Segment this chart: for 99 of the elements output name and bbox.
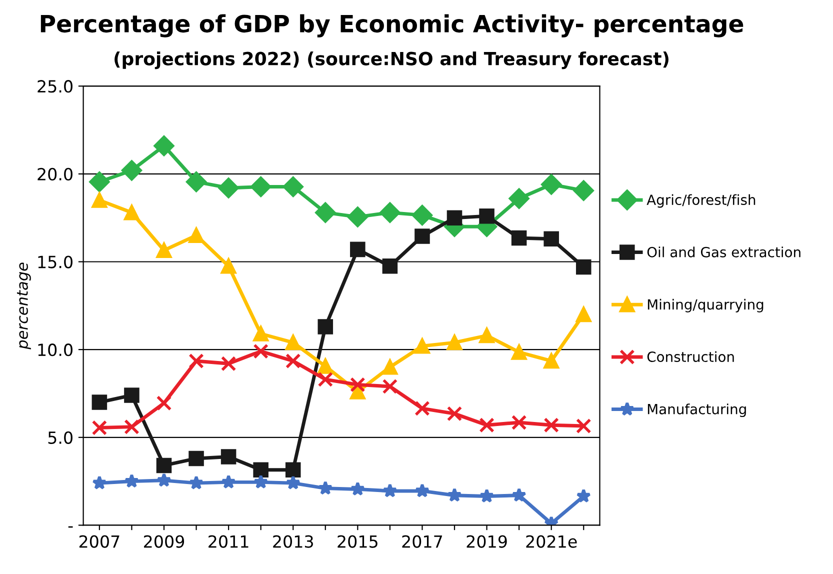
point [350, 242, 366, 258]
legend-label: Construction [647, 351, 734, 362]
point [253, 344, 268, 359]
point [541, 174, 562, 195]
point [188, 228, 204, 244]
y-tick-label: 5.0 [48, 431, 72, 444]
point [253, 462, 268, 478]
point [350, 377, 366, 392]
point [250, 176, 272, 197]
y-tick-label: 15.0 [38, 256, 72, 268]
point [446, 334, 462, 350]
point [382, 359, 398, 375]
point [511, 414, 527, 430]
point [347, 206, 368, 228]
point [282, 176, 304, 197]
point [315, 202, 336, 223]
point [186, 172, 207, 192]
point [89, 172, 110, 192]
point [544, 353, 559, 369]
legend-label: Agric/forest/fish [646, 194, 756, 208]
point [414, 400, 430, 416]
x-tick-label: 2015 [338, 535, 378, 548]
point [318, 372, 334, 388]
point [414, 483, 430, 498]
point [512, 488, 526, 502]
point [350, 482, 366, 496]
point [382, 258, 398, 274]
point [188, 353, 204, 369]
point [220, 449, 236, 464]
point [124, 204, 140, 220]
point [124, 419, 140, 434]
legend-label: Oil and Gas extraction [647, 246, 800, 258]
point [382, 483, 398, 498]
point [479, 417, 494, 433]
point [318, 358, 334, 374]
point [188, 475, 204, 490]
point [218, 178, 239, 198]
y-tick-label: 25.0 [38, 80, 72, 93]
point [350, 384, 366, 400]
point [479, 488, 494, 503]
legend-label: Manufacturing [648, 404, 746, 418]
point [154, 136, 174, 156]
point [121, 160, 142, 181]
legend-label: Mining/quarrying [648, 298, 764, 312]
point [318, 319, 334, 334]
point [124, 474, 140, 488]
point [92, 475, 107, 490]
x-tick-label: 2013 [273, 535, 313, 548]
point [156, 396, 172, 411]
point [576, 418, 592, 434]
point [156, 472, 172, 487]
point [253, 326, 268, 342]
point [576, 488, 591, 503]
y-tick-label: - [68, 526, 73, 528]
point [285, 353, 301, 369]
point [576, 259, 592, 275]
point [414, 338, 430, 354]
point [92, 420, 108, 436]
point [254, 474, 268, 489]
point [286, 475, 300, 490]
chart-title: Percentage of GDP by Economic Activity- percentage [40, 14, 744, 38]
point [479, 328, 494, 344]
point [544, 417, 559, 433]
point [382, 378, 398, 394]
point [412, 204, 432, 226]
point [156, 458, 172, 474]
point [508, 188, 530, 209]
y-tick-label: 20.0 [38, 168, 72, 180]
point [318, 480, 333, 495]
point [511, 230, 527, 246]
point [447, 488, 462, 502]
point [156, 242, 172, 258]
x-tick-label: 2007 [79, 535, 120, 548]
point [479, 208, 494, 224]
point [285, 462, 301, 478]
y-tick-label: 10.0 [38, 344, 72, 356]
point [220, 258, 236, 274]
point [92, 192, 108, 208]
point [573, 180, 594, 201]
point [124, 388, 140, 403]
x-tick-label: 2019 [466, 535, 507, 548]
point [446, 406, 462, 422]
point [221, 474, 236, 489]
point [92, 394, 108, 410]
x-tick-label: 2021e [526, 535, 577, 548]
point [220, 356, 236, 372]
point [544, 231, 559, 247]
point [414, 228, 430, 244]
point [446, 210, 462, 226]
x-tick-label: 2017 [402, 535, 442, 548]
point [380, 202, 400, 223]
point [576, 306, 592, 322]
x-tick-label: 2011 [208, 535, 248, 548]
point [511, 344, 527, 360]
point [285, 334, 301, 350]
x-tick-label: 2009 [144, 535, 184, 548]
point [188, 450, 204, 466]
chart-subtitle: (projections 2022) (source:NSO and Treasury forecast) [114, 51, 668, 70]
y-axis-title: percentage [17, 262, 31, 350]
